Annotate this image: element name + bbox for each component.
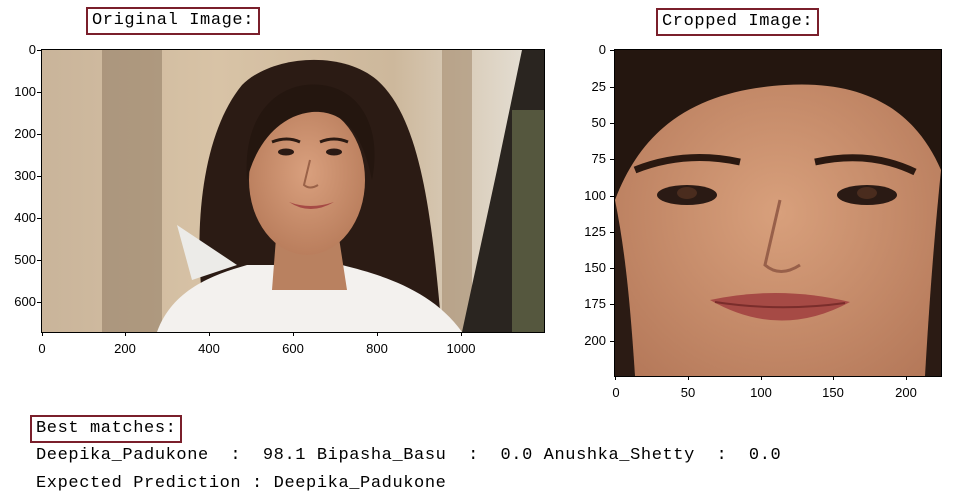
original-image-title: Original Image: [86, 7, 261, 35]
cropped-y-tick-label: 50 [591, 115, 606, 130]
cropped-y-tick-label: 0 [598, 42, 606, 57]
tick-mark [461, 332, 462, 336]
tick-mark [42, 332, 43, 336]
cropped-image-axes [614, 49, 942, 377]
cropped-y-tick-label: 25 [591, 79, 606, 94]
original-x-tick-label: 600 [282, 341, 304, 356]
original-y-tick-label: 300 [14, 168, 36, 183]
tick-mark [610, 123, 614, 124]
cropped-x-tick-label: 200 [895, 385, 917, 400]
tick-mark [610, 268, 614, 269]
tick-mark [906, 376, 907, 380]
original-x-tick-label: 200 [114, 341, 136, 356]
original-y-tick-label: 200 [14, 126, 36, 141]
tick-mark [610, 87, 614, 88]
tick-mark [37, 50, 41, 51]
best-matches-heading: Best matches: [30, 415, 183, 443]
original-image-axes [41, 49, 545, 333]
cropped-x-tick-label: 150 [822, 385, 844, 400]
tick-mark [125, 332, 126, 336]
tick-mark [615, 376, 616, 380]
tick-mark [37, 92, 41, 93]
cropped-y-tick-label: 100 [584, 188, 606, 203]
tick-mark [610, 232, 614, 233]
tick-mark [833, 376, 834, 380]
tick-mark [209, 332, 210, 336]
tick-mark [37, 176, 41, 177]
cropped-x-tick-label: 100 [750, 385, 772, 400]
tick-mark [37, 260, 41, 261]
tick-mark [610, 341, 614, 342]
original-y-tick-label: 400 [14, 210, 36, 225]
best-matches-line: Deepika_Padukone : 98.1 Bipasha_Basu : 0… [36, 446, 782, 465]
original-photo [42, 50, 544, 332]
cropped-y-tick-label: 75 [591, 151, 606, 166]
tick-mark [610, 196, 614, 197]
tick-mark [688, 376, 689, 380]
expected-prediction-line: Expected Prediction : Deepika_Padukone [36, 474, 447, 493]
cropped-x-tick-label: 0 [612, 385, 620, 400]
tick-mark [37, 218, 41, 219]
cropped-y-tick-label: 200 [584, 333, 606, 348]
tick-mark [761, 376, 762, 380]
tick-mark [377, 332, 378, 336]
cropped-x-tick-label: 50 [680, 385, 696, 400]
cropped-image-title: Cropped Image: [656, 8, 820, 36]
tick-mark [37, 134, 41, 135]
tick-mark [610, 159, 614, 160]
tick-mark [37, 302, 41, 303]
tick-mark [293, 332, 294, 336]
cropped-y-tick-label: 150 [584, 260, 606, 275]
original-y-tick-label: 600 [14, 294, 36, 309]
original-x-tick-label: 400 [198, 341, 220, 356]
cropped-y-tick-label: 175 [584, 296, 606, 311]
tick-mark [610, 304, 614, 305]
original-y-tick-label: 500 [14, 252, 36, 267]
cropped-photo [615, 50, 941, 376]
original-y-tick-label: 100 [14, 84, 36, 99]
cropped-y-tick-label: 125 [584, 224, 606, 239]
tick-mark [610, 50, 614, 51]
original-x-tick-label: 1000 [446, 341, 476, 356]
original-x-tick-label: 0 [38, 341, 46, 356]
original-y-tick-label: 0 [28, 42, 36, 57]
original-x-tick-label: 800 [366, 341, 388, 356]
